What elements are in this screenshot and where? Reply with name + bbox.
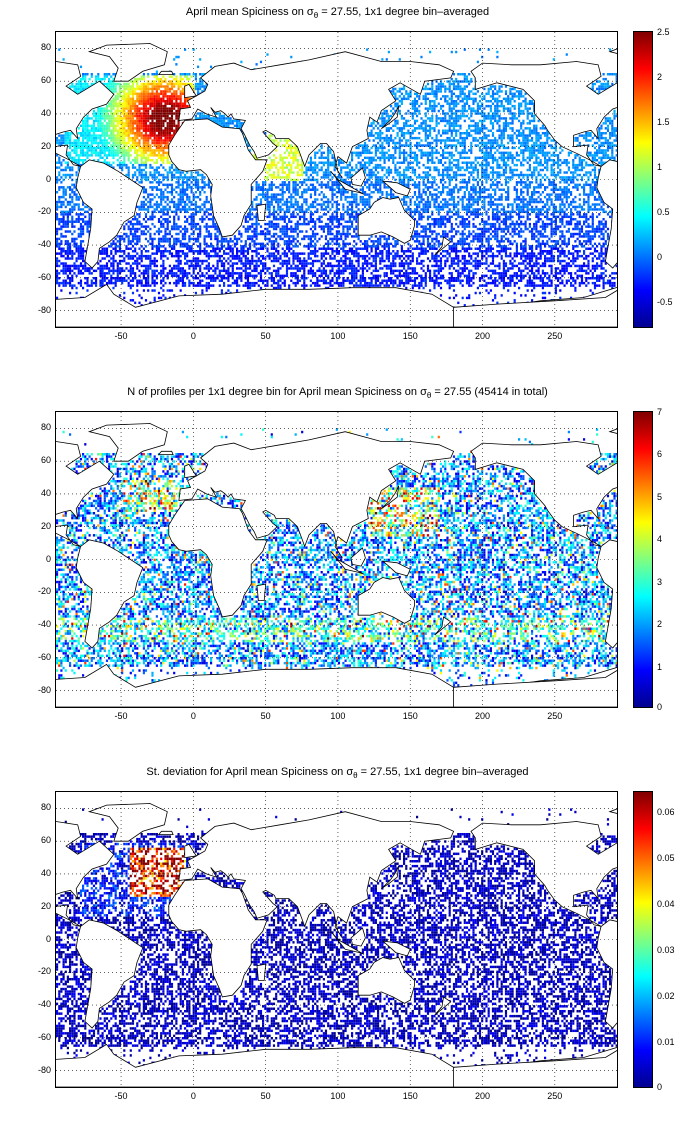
stddev-map-svg xyxy=(56,792,617,1087)
count-map-svg xyxy=(56,412,617,707)
stddev-panel: St. deviation for April mean Spiciness o… xyxy=(0,760,696,1120)
y-tick-label: 20 xyxy=(23,141,51,151)
gridlines xyxy=(56,32,617,327)
x-tick-label: 100 xyxy=(323,1091,353,1101)
y-tick-label: 40 xyxy=(23,868,51,878)
x-tick-label: 250 xyxy=(540,711,570,721)
y-tick-label: 0 xyxy=(23,554,51,564)
colorbar-tick: 0.04 xyxy=(657,899,675,909)
panel-title: St. deviation for April mean Spiciness o… xyxy=(55,766,620,780)
colorbar-tick: 6 xyxy=(657,449,662,459)
x-tick-label: 150 xyxy=(395,711,425,721)
y-tick-label: -20 xyxy=(23,206,51,216)
y-tick-label: 40 xyxy=(23,488,51,498)
y-tick-label: 0 xyxy=(23,174,51,184)
x-tick-label: 100 xyxy=(323,331,353,341)
spiciness-map xyxy=(55,31,618,328)
x-tick-label: 150 xyxy=(395,331,425,341)
y-tick-label: 60 xyxy=(23,455,51,465)
colorbar-tick: 3 xyxy=(657,577,662,587)
bin-cells xyxy=(56,808,617,1069)
y-tick-label: -60 xyxy=(23,652,51,662)
stddev-map xyxy=(55,791,618,1088)
colorbar-tick: 0 xyxy=(657,702,662,712)
y-tick-label: -20 xyxy=(23,966,51,976)
x-tick-label: 200 xyxy=(468,1091,498,1101)
colorbar-tick: 0.06 xyxy=(657,807,675,817)
colorbar-tick: 2.5 xyxy=(657,27,670,37)
colorbar-tick: 0.5 xyxy=(657,207,670,217)
colorbar-tick: 0 xyxy=(657,252,662,262)
x-tick-label: 50 xyxy=(251,1091,281,1101)
colorbar-tick: 0.02 xyxy=(657,991,675,1001)
bin-cells xyxy=(56,48,617,309)
colorbar-tick: 0.01 xyxy=(657,1037,675,1047)
x-tick-label: 250 xyxy=(540,331,570,341)
count-colorbar xyxy=(633,411,653,708)
x-tick-label: 50 xyxy=(251,711,281,721)
bin-cells xyxy=(56,428,617,689)
y-tick-label: 0 xyxy=(23,934,51,944)
colorbar-tick: 1 xyxy=(657,162,662,172)
colorbar-tick: 2 xyxy=(657,619,662,629)
colorbar-tick: 1.5 xyxy=(657,117,670,127)
x-tick-label: 50 xyxy=(251,331,281,341)
colorbar-tick: 4 xyxy=(657,534,662,544)
x-tick-label: -50 xyxy=(106,1091,136,1101)
y-tick-label: 80 xyxy=(23,42,51,52)
y-tick-label: -80 xyxy=(23,1065,51,1075)
colorbar-tick: 2 xyxy=(657,72,662,82)
y-tick-label: -20 xyxy=(23,586,51,596)
colorbar-tick: 0 xyxy=(657,1082,662,1092)
spiciness-colorbar xyxy=(633,31,653,328)
y-tick-label: 40 xyxy=(23,108,51,118)
count-map xyxy=(55,411,618,708)
spiciness-map-svg xyxy=(56,32,617,327)
y-tick-label: 20 xyxy=(23,521,51,531)
x-tick-label: 100 xyxy=(323,711,353,721)
colorbar-tick: 0.05 xyxy=(657,853,675,863)
colorbar-tick: -0.5 xyxy=(657,297,673,307)
y-tick-label: 20 xyxy=(23,901,51,911)
x-tick-label: 250 xyxy=(540,1091,570,1101)
y-tick-label: -40 xyxy=(23,999,51,1009)
x-tick-label: 200 xyxy=(468,711,498,721)
y-tick-label: 80 xyxy=(23,802,51,812)
stddev-colorbar xyxy=(633,791,653,1088)
gridlines xyxy=(56,792,617,1087)
colorbar-tick: 7 xyxy=(657,407,662,417)
colorbar-tick: 5 xyxy=(657,492,662,502)
y-tick-label: -60 xyxy=(23,1032,51,1042)
y-tick-label: -40 xyxy=(23,619,51,629)
x-tick-label: -50 xyxy=(106,331,136,341)
y-tick-label: 60 xyxy=(23,835,51,845)
x-tick-label: 0 xyxy=(178,1091,208,1101)
gridlines xyxy=(56,412,617,707)
x-tick-label: 200 xyxy=(468,331,498,341)
panel-title: April mean Spiciness on σθ = 27.55, 1x1 … xyxy=(55,6,620,20)
colorbar-tick: 1 xyxy=(657,662,662,672)
y-tick-label: -80 xyxy=(23,685,51,695)
x-tick-label: 150 xyxy=(395,1091,425,1101)
x-tick-label: -50 xyxy=(106,711,136,721)
spiciness-panel: April mean Spiciness on σθ = 27.55, 1x1 … xyxy=(0,0,696,360)
y-tick-label: -60 xyxy=(23,272,51,282)
y-tick-label: -40 xyxy=(23,239,51,249)
panel-title: N of profiles per 1x1 degree bin for Apr… xyxy=(55,386,620,400)
y-tick-label: 80 xyxy=(23,422,51,432)
x-tick-label: 0 xyxy=(178,711,208,721)
count-panel: N of profiles per 1x1 degree bin for Apr… xyxy=(0,380,696,740)
x-tick-label: 0 xyxy=(178,331,208,341)
y-tick-label: -80 xyxy=(23,305,51,315)
y-tick-label: 60 xyxy=(23,75,51,85)
colorbar-tick: 0.03 xyxy=(657,945,675,955)
